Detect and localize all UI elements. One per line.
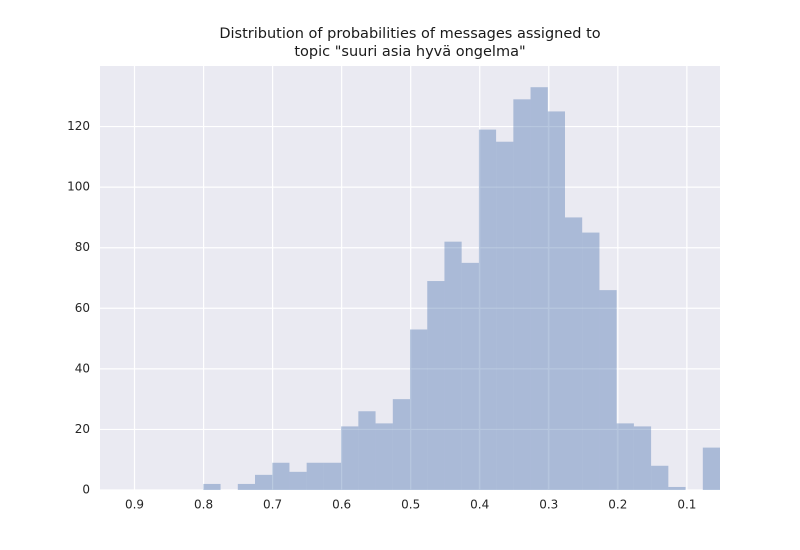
x-tick-label: 0.1 — [677, 498, 696, 512]
x-tick-label: 0.8 — [194, 498, 213, 512]
bar — [427, 281, 445, 490]
bar — [375, 423, 393, 490]
y-tick-label: 100 — [67, 180, 90, 194]
bar — [358, 411, 376, 490]
x-tick-label: 0.4 — [470, 498, 489, 512]
y-tick-label: 60 — [75, 301, 90, 315]
bar — [530, 87, 548, 490]
bar — [496, 141, 514, 490]
y-tick-label: 40 — [75, 361, 90, 375]
bar — [599, 290, 617, 490]
y-tick-label: 20 — [75, 422, 90, 436]
bar — [513, 99, 531, 491]
bar — [410, 329, 428, 490]
bar — [668, 486, 686, 490]
bar — [651, 465, 669, 490]
bar — [306, 462, 324, 490]
x-tick-label: 0.3 — [539, 498, 558, 512]
y-tick-label: 120 — [67, 119, 90, 133]
bar — [461, 262, 479, 490]
bar — [702, 447, 720, 490]
chart-title: topic "suuri asia hyvä ongelma" — [294, 44, 525, 60]
bar — [444, 241, 462, 490]
bar — [582, 232, 600, 491]
x-tick-label: 0.7 — [263, 498, 282, 512]
bar — [633, 426, 652, 490]
x-tick-label: 0.9 — [125, 498, 144, 512]
bar — [289, 471, 307, 490]
bar — [392, 399, 410, 490]
bar — [237, 483, 255, 490]
bar — [478, 129, 497, 490]
bar — [565, 217, 583, 490]
y-tick-label: 0 — [82, 483, 90, 497]
bar — [272, 462, 290, 490]
y-tick-label: 80 — [75, 240, 90, 254]
x-tick-label: 0.5 — [401, 498, 420, 512]
bar — [323, 462, 342, 490]
x-tick-label: 0.6 — [332, 498, 351, 512]
bar — [616, 423, 634, 490]
bar — [341, 426, 359, 490]
bar — [203, 483, 221, 490]
x-tick-label: 0.2 — [608, 498, 627, 512]
bar — [255, 474, 273, 490]
bar — [547, 111, 565, 490]
chart-title: Distribution of probabilities of message… — [219, 26, 600, 42]
